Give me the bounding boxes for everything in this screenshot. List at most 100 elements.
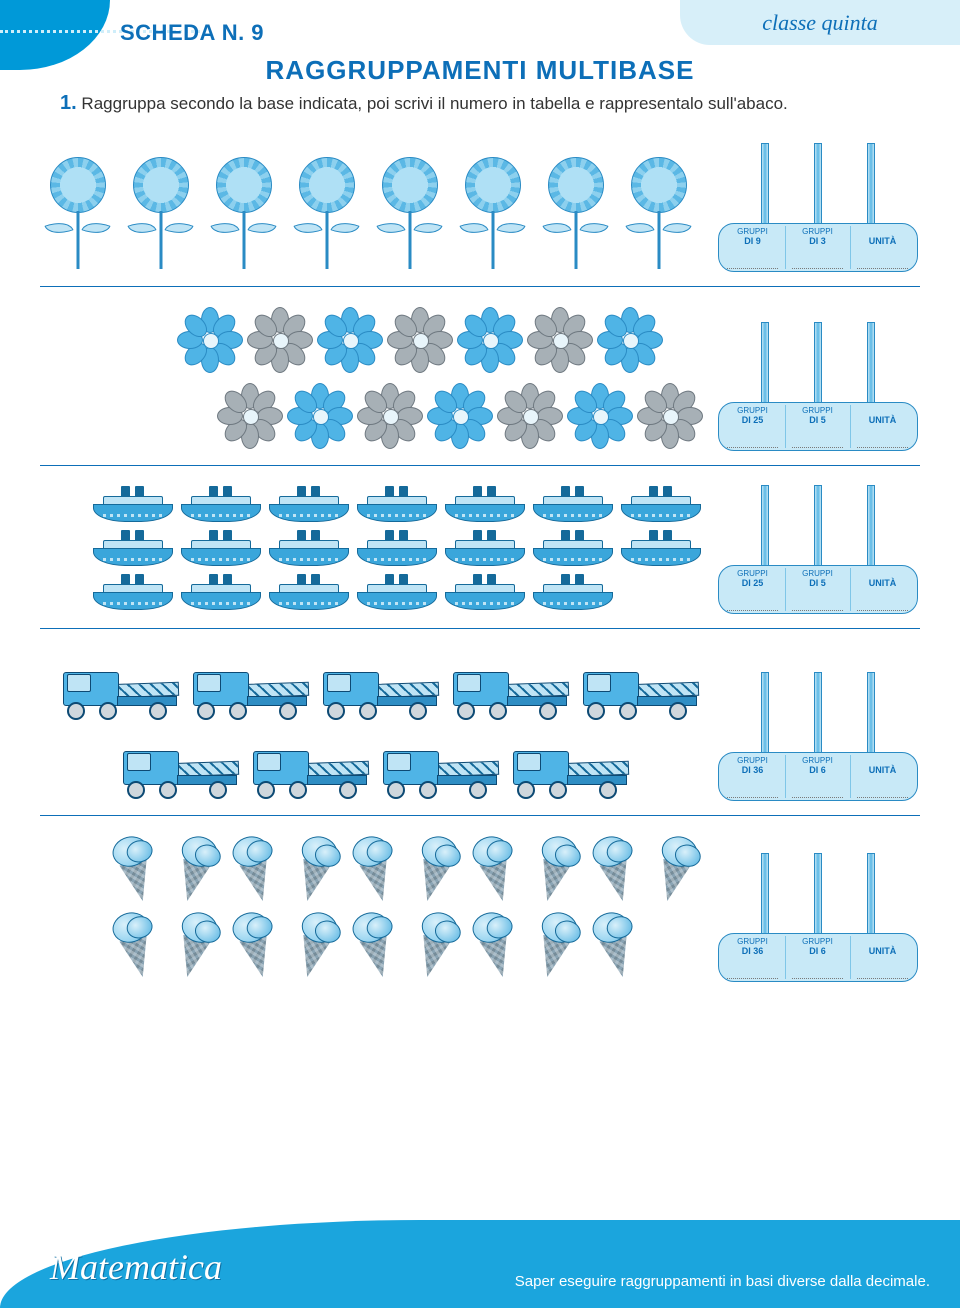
abacus-rod — [814, 672, 822, 752]
ship-icon — [89, 528, 177, 570]
abacus-input-cell[interactable] — [786, 249, 851, 269]
daisy-icon — [565, 381, 635, 451]
exercise-row: GRUPPIDI 25GRUPPIDI 5UNITÀ — [40, 466, 920, 629]
sunflower-icon — [538, 157, 613, 272]
abacus-input-cell[interactable] — [786, 591, 851, 611]
daisy-icon — [425, 381, 495, 451]
abacus-input-cell[interactable] — [721, 591, 786, 611]
ship-icon — [529, 528, 617, 570]
abacus-header-cell: UNITÀ — [851, 936, 915, 959]
abacus-header-cell: GRUPPIDI 6 — [786, 936, 851, 959]
abacus-input-cell[interactable] — [786, 428, 851, 448]
ice-cream-icon — [281, 828, 349, 910]
class-label: classe quinta — [762, 10, 878, 36]
abacus-header-cell: GRUPPIDI 9 — [721, 226, 786, 249]
ship-icon — [441, 528, 529, 570]
crane-truck-icon — [115, 726, 245, 801]
ice-cream-icon — [401, 904, 469, 986]
abacus-input-cell[interactable] — [721, 778, 786, 798]
instruction-text: Raggruppa secondo la base indicata, poi … — [81, 94, 787, 113]
footer: Matematica Saper eseguire raggruppamenti… — [0, 1220, 960, 1308]
ship-icon — [265, 528, 353, 570]
abacus-rod — [867, 322, 875, 402]
abacus-rod — [867, 143, 875, 223]
abacus-header-cell: GRUPPIDI 25 — [721, 568, 786, 591]
ship-icon — [353, 572, 441, 614]
items-area — [40, 157, 705, 272]
ice-cream-icon — [161, 828, 229, 910]
sunflower-icon — [289, 157, 364, 272]
crane-truck-icon — [245, 726, 375, 801]
ice-cream-icon — [521, 904, 589, 986]
exercise-row: GRUPPIDI 9GRUPPIDI 3UNITÀ — [40, 125, 920, 287]
daisy-icon — [495, 381, 565, 451]
abacus-header-cell: UNITÀ — [851, 226, 915, 249]
worksheet-title: RAGGRUPPAMENTI MULTIBASE — [266, 55, 695, 85]
abacus-input-cell[interactable] — [851, 249, 915, 269]
ice-cream-icon — [581, 904, 649, 986]
abacus: GRUPPIDI 9GRUPPIDI 3UNITÀ — [715, 143, 920, 272]
ice-cream-icon — [401, 828, 469, 910]
abacus: GRUPPIDI 25GRUPPIDI 5UNITÀ — [715, 322, 920, 451]
abacus-header-cell: UNITÀ — [851, 568, 915, 591]
ship-icon — [617, 484, 705, 526]
daisy-icon — [175, 305, 245, 375]
abacus-rod — [761, 672, 769, 752]
abacus-input-cell[interactable] — [721, 249, 786, 269]
abacus-input-cell[interactable] — [851, 778, 915, 798]
abacus-rod — [814, 143, 822, 223]
abacus-header-cell: UNITÀ — [851, 405, 915, 428]
ship-icon — [265, 572, 353, 614]
abacus-input-cell[interactable] — [851, 591, 915, 611]
learning-objective: Saper eseguire raggruppamenti in basi di… — [515, 1273, 930, 1290]
abacus-input-cell[interactable] — [786, 778, 851, 798]
crane-truck-icon — [445, 647, 575, 722]
ship-icon — [89, 572, 177, 614]
abacus-base: GRUPPIDI 36GRUPPIDI 6UNITÀ — [718, 752, 918, 801]
abacus-rod — [867, 485, 875, 565]
daisy-icon — [245, 305, 315, 375]
abacus-rod — [761, 143, 769, 223]
abacus-header-cell: GRUPPIDI 36 — [721, 936, 786, 959]
ice-cream-icon — [101, 904, 169, 986]
daisy-icon — [315, 305, 385, 375]
ice-cream-icon — [221, 828, 289, 910]
sunflower-icon — [621, 157, 696, 272]
daisy-icon — [285, 381, 355, 451]
ship-icon — [529, 484, 617, 526]
abacus-rod — [761, 853, 769, 933]
brand-logo: Matematica — [50, 1246, 222, 1288]
exercise-row: GRUPPIDI 36GRUPPIDI 6UNITÀ — [40, 816, 920, 996]
abacus-input-cell[interactable] — [786, 959, 851, 979]
sunflower-icon — [372, 157, 447, 272]
ice-cream-icon — [581, 828, 649, 910]
sunflower-icon — [123, 157, 198, 272]
abacus-header-cell: GRUPPIDI 36 — [721, 755, 786, 778]
abacus-rod — [814, 853, 822, 933]
abacus-input-cell[interactable] — [851, 428, 915, 448]
ship-icon — [529, 572, 617, 614]
scheda-label: SCHEDA N. 9 — [120, 20, 264, 45]
abacus-header-cell: UNITÀ — [851, 755, 915, 778]
abacus-base: GRUPPIDI 25GRUPPIDI 5UNITÀ — [718, 565, 918, 614]
ice-cream-icon — [281, 904, 349, 986]
abacus-base: GRUPPIDI 25GRUPPIDI 5UNITÀ — [718, 402, 918, 451]
items-area — [40, 834, 705, 982]
abacus-header-cell: GRUPPIDI 25 — [721, 405, 786, 428]
ship-icon — [177, 484, 265, 526]
ice-cream-icon — [221, 904, 289, 986]
abacus-input-cell[interactable] — [851, 959, 915, 979]
crane-truck-icon — [315, 647, 445, 722]
sunflower-icon — [455, 157, 530, 272]
abacus-input-cell[interactable] — [721, 959, 786, 979]
abacus-input-cell[interactable] — [721, 428, 786, 448]
abacus-rod — [761, 485, 769, 565]
ship-icon — [177, 528, 265, 570]
exercise-row: GRUPPIDI 25GRUPPIDI 5UNITÀ — [40, 287, 920, 466]
sunflower-icon — [206, 157, 281, 272]
ship-icon — [265, 484, 353, 526]
daisy-icon — [455, 305, 525, 375]
ice-cream-icon — [521, 828, 589, 910]
abacus-rod — [814, 485, 822, 565]
class-tab: classe quinta — [680, 0, 960, 45]
